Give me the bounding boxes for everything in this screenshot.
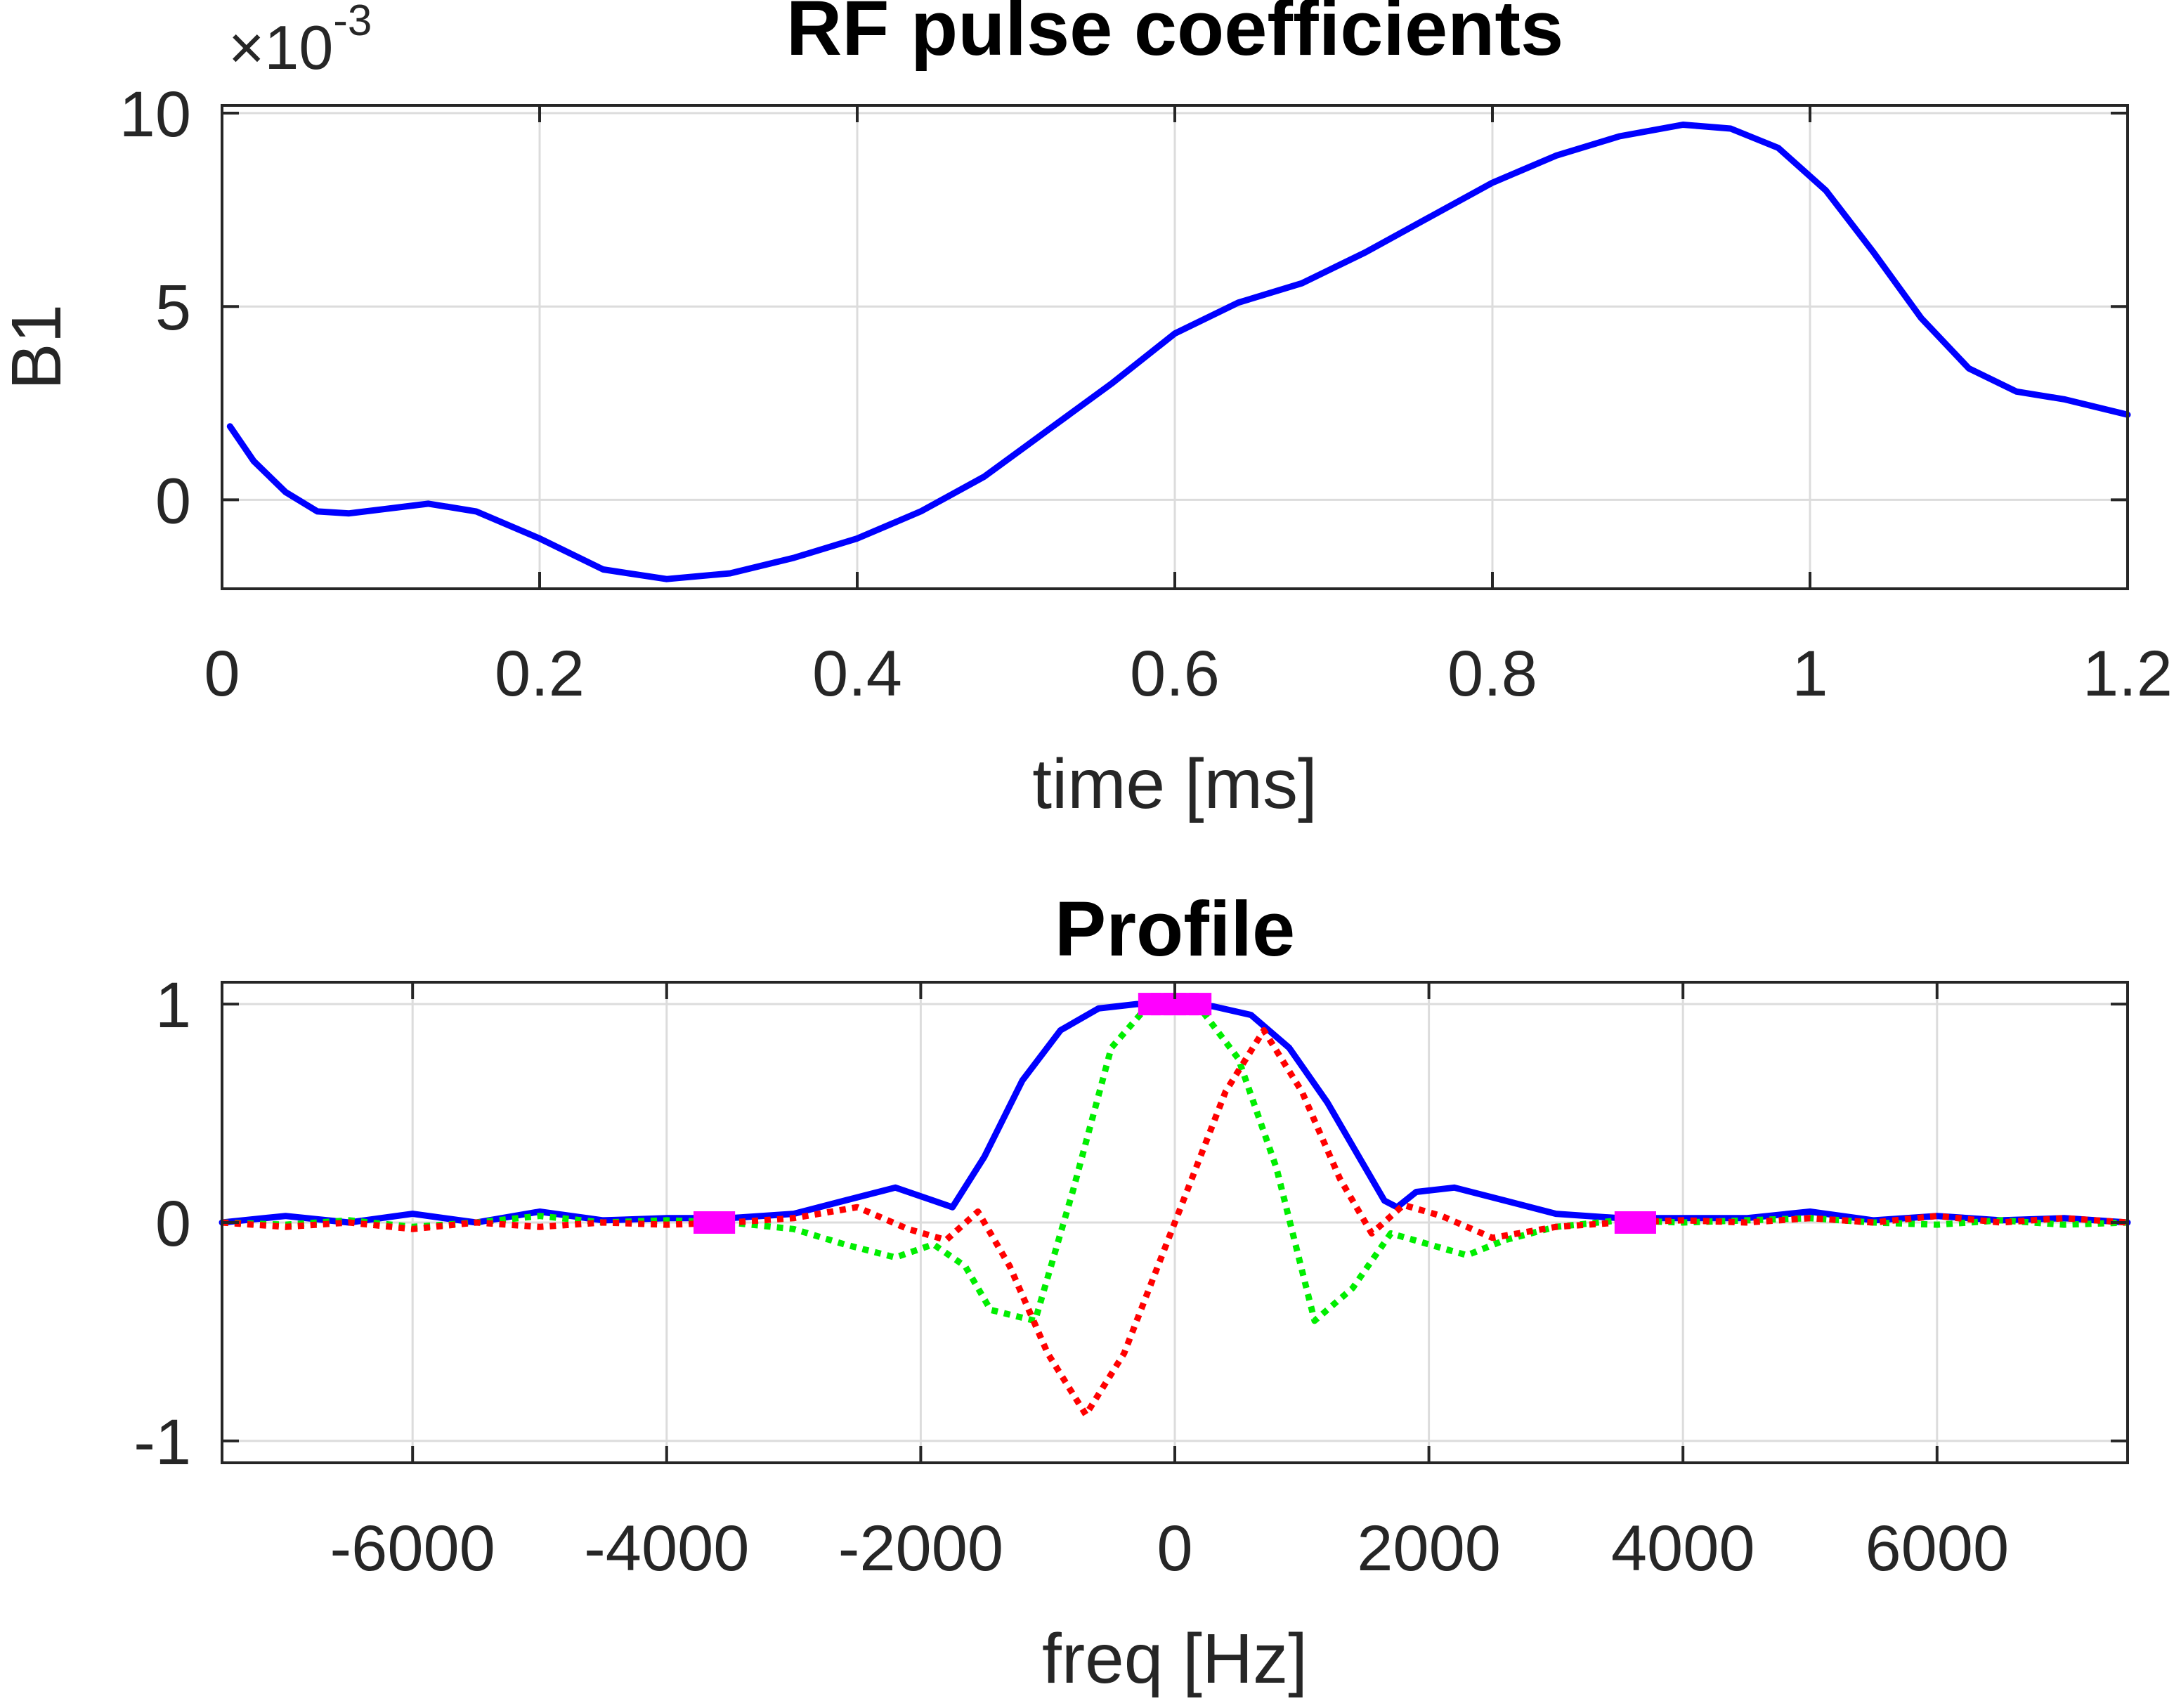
tick-layer: 0 0.2 0.4 0.6 0.8 1 1.2 0 5 10	[119, 79, 2173, 710]
x-tick-label: 1.2	[2083, 638, 2173, 710]
x-axis-label: freq [Hz]	[1042, 1619, 1308, 1698]
highlight-marker	[1189, 993, 1212, 1016]
series-line-B1	[226, 122, 2131, 582]
x-tick-label: 0	[1157, 1513, 1192, 1584]
y-tick-label: 5	[155, 272, 191, 344]
x-tick-label: 6000	[1865, 1513, 2009, 1584]
tick-layer: -6000 -4000 -2000 0 2000 4000 6000 -1 0 1	[134, 970, 2128, 1584]
chart-title: RF pulse coefficients	[786, 0, 1563, 72]
x-tick-label: -6000	[330, 1513, 495, 1584]
x-tick-label: 0.6	[1130, 638, 1220, 710]
y-tick-label: 10	[119, 79, 191, 150]
exponent-base: ×10	[228, 13, 333, 82]
highlight-marker	[712, 1211, 736, 1234]
series-line-imaginary	[221, 1026, 2128, 1419]
highlight-marker	[694, 1211, 717, 1234]
chart-title: Profile	[1055, 886, 1295, 972]
x-tick-label: -4000	[584, 1513, 749, 1584]
x-tick-label: 0.2	[495, 638, 585, 710]
y-tick-label: 0	[155, 465, 191, 537]
x-tick-label: 0.8	[1447, 638, 1537, 710]
x-tick-label: 0.4	[812, 638, 902, 710]
x-tick-label: 4000	[1611, 1513, 1755, 1584]
grid	[221, 105, 2129, 589]
highlight-marker	[1614, 1211, 1637, 1234]
y-tick-label: 0	[155, 1188, 191, 1260]
highlight-marker	[1633, 1211, 1656, 1234]
profile-chart: Profile -6000 -4000 -2000 0 2000 4000 6000 -1 0 1…	[134, 886, 2131, 1698]
x-tick-label: 2000	[1357, 1513, 1501, 1584]
y-axis-label: B1	[0, 304, 76, 390]
y-exponent-label: ×10-3	[228, 0, 372, 82]
rf-pulse-chart: RF pulse coefficients ×10-3 0 0.2 0.4 0.6 0.…	[0, 0, 2173, 823]
x-tick-label: -2000	[838, 1513, 1003, 1584]
y-tick-label: -1	[134, 1407, 191, 1478]
x-tick-label: 1	[1792, 638, 1828, 710]
series-layer	[226, 122, 2131, 582]
x-tick-label: 0	[204, 638, 240, 710]
marker-layer	[694, 993, 1656, 1234]
exponent-power: -3	[333, 0, 372, 45]
x-axis-label: time [ms]	[1032, 745, 1317, 823]
y-tick-label: 1	[155, 970, 191, 1041]
